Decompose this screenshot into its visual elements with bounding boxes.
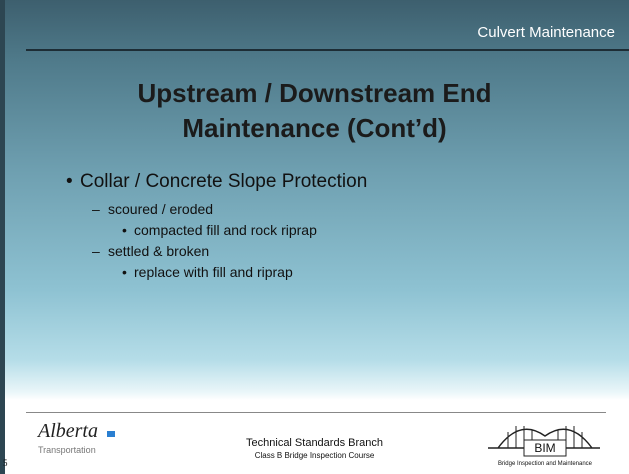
bullet-marker: • xyxy=(122,222,127,238)
slide-title: Upstream / Downstream End xyxy=(137,78,492,108)
footer-text: Technical Standards Branch xyxy=(246,437,383,449)
slide-edge xyxy=(0,0,5,474)
slide-title: Maintenance (Cont’d) xyxy=(182,113,447,143)
bullet-marker: • xyxy=(66,171,73,192)
bullet-text: compacted fill and rock riprap xyxy=(134,222,317,238)
bridge-icon xyxy=(488,426,600,457)
section-title: Culvert Maintenance xyxy=(477,24,615,41)
bullet-text: replace with fill and riprap xyxy=(134,264,293,280)
dash-marker: – xyxy=(92,201,100,217)
badge-label: BIM xyxy=(534,441,556,455)
header-rule xyxy=(26,49,629,51)
bullet-marker: • xyxy=(122,264,127,280)
dash-marker: – xyxy=(92,243,100,259)
page-number: 5 xyxy=(3,458,8,468)
bullet-text: Collar / Concrete Slope Protection xyxy=(80,171,368,192)
bullet-text: settled & broken xyxy=(108,243,210,259)
logo-department: Transportation xyxy=(38,445,96,455)
footer-rule xyxy=(26,412,606,413)
footer-text: Class B Bridge Inspection Course xyxy=(254,451,375,460)
logo-mark xyxy=(107,431,115,437)
logo-name: Alberta xyxy=(38,420,98,442)
badge-caption: Bridge Inspection and Maintenance xyxy=(497,461,593,467)
bullet-text: scoured / eroded xyxy=(108,201,214,217)
